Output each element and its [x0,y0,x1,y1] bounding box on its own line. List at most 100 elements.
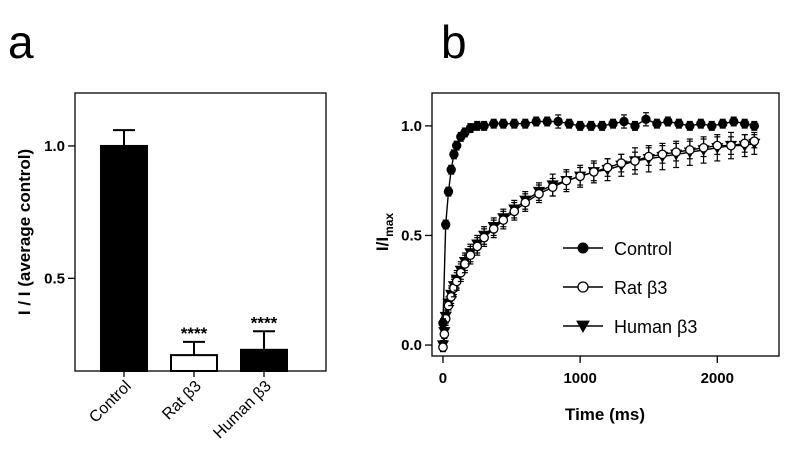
data-point [542,116,552,127]
series-line [442,142,755,346]
data-point [509,206,520,217]
panel-a-letter: a [8,16,34,68]
x-tick-label: 2000 [701,370,734,387]
data-point [657,149,668,160]
time-course-x-ticks: 0 1000 2000 [439,356,734,387]
data-point [597,121,607,131]
data-point [663,116,673,127]
data-point [498,118,509,129]
data-point [438,318,448,328]
data-point [465,250,476,261]
significance-label: **** [251,313,278,332]
data-point [534,188,544,199]
data-point [739,138,750,149]
data-point [616,158,627,168]
data-point [643,151,654,162]
data-point [577,281,589,293]
time-course-panel: 0.0 0.5 1.0 0 1000 2000 Control Rat β3 Human β… [373,92,780,424]
legend-label: Human β3 [614,317,697,337]
data-point [488,224,499,234]
data-point [684,145,695,155]
time-course-y-axis-title-subscript: max [382,213,396,237]
data-point [547,182,558,193]
data-point [602,162,613,173]
data-point [619,116,629,127]
significance-label: **** [181,324,208,343]
data-point [451,140,462,151]
data-point [489,118,499,129]
data-point [531,116,541,127]
data-point [685,121,695,131]
bar [170,354,218,373]
data-point [652,118,662,129]
data-point [441,219,451,230]
data-point [718,118,728,129]
time-course-y-axis-title: I/Imax [373,213,396,252]
data-point [576,320,590,334]
data-point [588,167,599,177]
time-course-series [436,112,761,353]
y-tick-label: 0.5 [44,270,65,287]
legend-label: Control [614,239,672,259]
data-point [707,121,717,131]
data-point [520,118,530,129]
data-point [553,116,563,127]
data-point [498,215,509,225]
data-point [740,118,750,129]
legend-label: Rat β3 [614,278,667,298]
data-point [630,156,640,166]
data-point [472,241,483,252]
bar-chart-panel: 0.5 1.0 **** **** Control Rat β3 Human β3 I … [15,92,327,442]
data-point [561,175,572,186]
data-point [696,118,706,129]
data-point [671,147,681,158]
data-point [749,121,760,131]
data-point [674,118,684,129]
y-tick-label: 1.0 [401,118,422,135]
x-tick-label: 0 [439,370,447,387]
series-group [438,134,760,353]
data-point [586,121,596,131]
data-point [446,165,456,175]
bar-chart-y-ticks: 0.5 1.0 [44,138,75,287]
bar-chart-bars: **** **** [100,129,288,373]
series-group [438,112,760,329]
time-course-x-axis-title: Time (ms) [565,405,645,424]
time-course-legend: Control Rat β3 Human β3 [563,239,697,337]
data-point [520,197,531,208]
data-point [575,121,585,131]
data-point [438,342,448,353]
data-point [726,140,736,151]
data-point [509,118,519,129]
data-point [443,186,454,197]
data-point [749,136,760,147]
category-label: Control [86,378,134,426]
y-tick-label: 0.5 [401,227,422,244]
data-point [630,121,640,131]
x-tick-label: 1000 [563,370,596,387]
y-tick-label: 0.0 [401,337,422,354]
data-point [698,142,709,153]
data-point [712,140,723,151]
category-label: Rat β3 [159,378,205,424]
data-point [577,242,589,254]
data-point [608,118,618,129]
time-course-frame [431,92,780,357]
bar-chart-category-labels: Control Rat β3 Human β3 [86,371,275,442]
time-course-y-axis-title-main: I/I [373,237,392,251]
category-label: Human β3 [210,378,275,443]
data-point [729,116,739,127]
data-point [439,329,450,339]
y-tick-label: 1.0 [44,138,65,155]
data-point [479,232,489,243]
data-point [641,114,651,125]
bar-chart-y-axis-title: I / I (average control) [15,149,34,315]
panel-b-letter: b [441,16,467,68]
bar [100,144,148,372]
bar [240,348,288,373]
data-point [449,149,459,160]
data-point [479,121,489,131]
data-point [575,171,585,182]
data-point [564,118,574,129]
